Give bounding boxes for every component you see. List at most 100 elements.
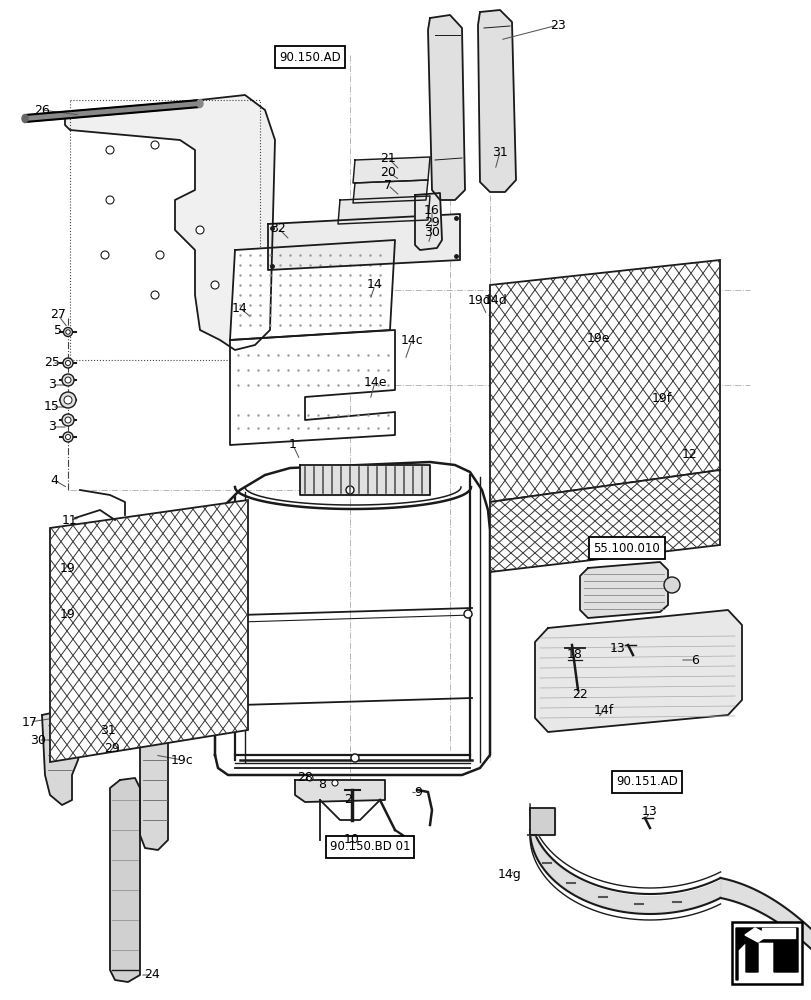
Circle shape: [63, 328, 72, 336]
Circle shape: [63, 432, 73, 442]
Text: 23: 23: [549, 19, 565, 32]
Polygon shape: [735, 928, 797, 980]
Text: 27: 27: [50, 308, 66, 322]
Circle shape: [60, 392, 76, 408]
Text: 24: 24: [144, 968, 160, 981]
Text: 29: 29: [104, 742, 120, 754]
Text: 29: 29: [423, 216, 440, 229]
Text: 10: 10: [344, 833, 359, 846]
Circle shape: [64, 396, 72, 404]
Text: 18: 18: [566, 648, 582, 662]
Text: 4: 4: [50, 474, 58, 487]
Polygon shape: [215, 462, 489, 775]
Polygon shape: [478, 10, 515, 192]
Text: 11: 11: [62, 514, 78, 526]
Bar: [731, 922, 801, 984]
Text: 19f: 19f: [651, 391, 672, 404]
Polygon shape: [109, 778, 139, 982]
Text: 13: 13: [609, 642, 625, 654]
Text: 6: 6: [690, 654, 698, 666]
Polygon shape: [50, 500, 247, 762]
Text: 9: 9: [414, 786, 422, 799]
Polygon shape: [230, 330, 394, 445]
Text: 90.150.BD 01: 90.150.BD 01: [329, 840, 410, 853]
Polygon shape: [744, 928, 767, 942]
Text: 15: 15: [44, 400, 60, 414]
Polygon shape: [427, 15, 465, 200]
Circle shape: [211, 281, 219, 289]
Text: 21: 21: [380, 152, 396, 165]
Circle shape: [65, 377, 71, 383]
Polygon shape: [25, 100, 200, 122]
Text: 7: 7: [384, 179, 392, 192]
Text: 31: 31: [100, 724, 116, 736]
Text: 12: 12: [681, 448, 697, 462]
Text: 19: 19: [60, 562, 75, 574]
Text: 14c: 14c: [400, 334, 423, 347]
Circle shape: [195, 226, 204, 234]
Text: 19c: 19c: [170, 754, 193, 766]
Circle shape: [151, 141, 159, 149]
Text: 25: 25: [44, 357, 60, 369]
Text: 14e: 14e: [363, 375, 386, 388]
Text: 19: 19: [60, 608, 75, 621]
Text: 14: 14: [232, 302, 247, 314]
Ellipse shape: [22, 115, 28, 123]
Polygon shape: [42, 710, 82, 805]
Polygon shape: [489, 470, 719, 572]
Text: 1: 1: [289, 438, 297, 452]
Text: 26: 26: [34, 104, 49, 117]
Circle shape: [106, 146, 114, 154]
Circle shape: [106, 196, 114, 204]
Polygon shape: [530, 808, 554, 835]
Text: 28: 28: [297, 771, 312, 784]
Text: 3: 3: [48, 420, 56, 434]
Text: 3: 3: [48, 378, 56, 391]
Text: 55.100.010: 55.100.010: [593, 542, 659, 554]
Circle shape: [66, 434, 71, 440]
Text: 13: 13: [642, 805, 657, 818]
Circle shape: [63, 358, 73, 368]
Text: 19d: 19d: [468, 294, 491, 306]
Polygon shape: [534, 610, 741, 732]
Text: 20: 20: [380, 166, 396, 179]
Text: 31: 31: [491, 146, 507, 159]
Circle shape: [156, 251, 164, 259]
Circle shape: [66, 330, 71, 334]
Text: 2: 2: [344, 793, 351, 806]
Circle shape: [65, 417, 71, 423]
Polygon shape: [579, 562, 667, 618]
Circle shape: [62, 374, 74, 386]
Circle shape: [350, 754, 358, 762]
Text: 14f: 14f: [593, 704, 613, 716]
Ellipse shape: [197, 100, 203, 108]
Polygon shape: [353, 180, 427, 203]
Polygon shape: [353, 157, 430, 183]
Circle shape: [663, 577, 679, 593]
Circle shape: [234, 616, 242, 624]
Text: 14g: 14g: [497, 868, 521, 881]
Text: 14d: 14d: [483, 294, 507, 306]
Polygon shape: [414, 193, 441, 250]
Text: 16: 16: [423, 204, 440, 217]
Text: 19e: 19e: [586, 332, 609, 344]
Circle shape: [463, 610, 471, 618]
Circle shape: [101, 251, 109, 259]
Polygon shape: [761, 928, 794, 938]
Polygon shape: [294, 780, 384, 802]
Circle shape: [66, 360, 71, 365]
Polygon shape: [489, 260, 719, 502]
Circle shape: [332, 780, 337, 786]
Circle shape: [62, 414, 74, 426]
Polygon shape: [230, 240, 394, 340]
Circle shape: [307, 775, 312, 781]
Text: 14: 14: [367, 278, 383, 292]
Polygon shape: [139, 698, 168, 850]
Text: 8: 8: [318, 778, 325, 791]
Text: 90.150.AD: 90.150.AD: [279, 51, 341, 64]
Circle shape: [345, 486, 354, 494]
Text: 30: 30: [30, 734, 46, 746]
Polygon shape: [299, 465, 430, 495]
Text: 5: 5: [54, 324, 62, 336]
Text: 30: 30: [423, 226, 440, 238]
